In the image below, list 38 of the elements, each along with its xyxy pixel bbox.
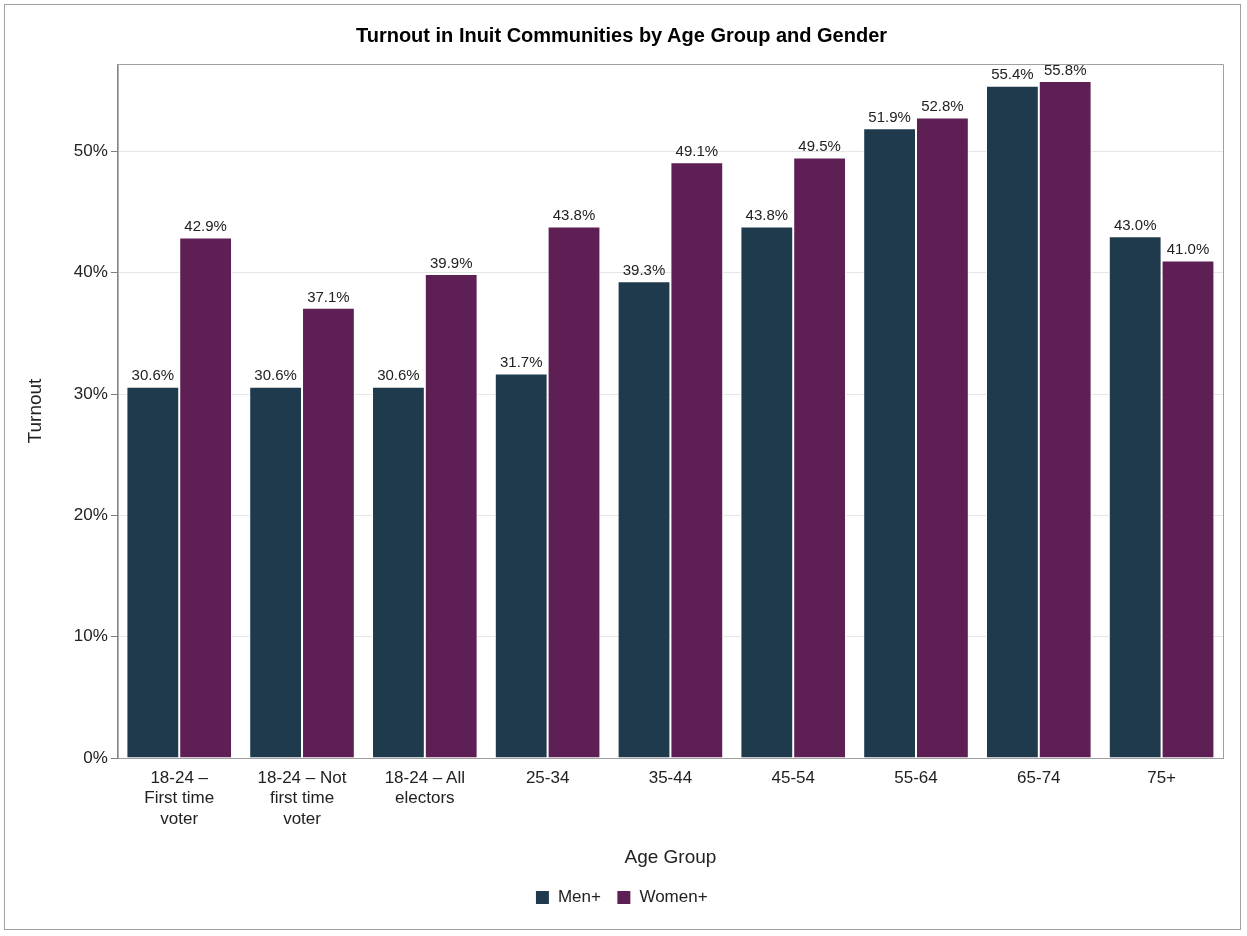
data-label: 30.6% (131, 366, 175, 384)
x-tick-label: 25-34 (525, 767, 570, 787)
y-tick-label: 30% (73, 383, 108, 403)
x-tick-label: 75+ (1147, 767, 1177, 787)
data-label: 30.6% (377, 366, 420, 384)
y-tick-label: 20% (73, 505, 108, 525)
x-tick-label: 18-24 – All electors (384, 767, 465, 808)
x-tick-label: 35-44 (648, 767, 693, 787)
x-tick-label: 55-64 (894, 767, 938, 787)
data-label: 43.0% (1113, 215, 1157, 233)
x-axis-title: Age Group (624, 845, 717, 867)
y-tick-label: 40% (73, 262, 108, 282)
data-label: 39.3% (622, 260, 666, 278)
data-label: 43.8% (745, 206, 789, 224)
y-tick-label: 0% (83, 747, 108, 767)
x-tick-label: 18-24 – First time voter (144, 767, 215, 828)
data-label: 55.4% (991, 65, 1034, 83)
data-label: 51.9% (868, 107, 911, 125)
y-axis-title: Turnout (23, 377, 45, 444)
data-label: 37.1% (307, 287, 350, 305)
data-label: 52.8% (921, 97, 964, 115)
y-tick-label: 10% (73, 626, 108, 646)
data-label: 41.0% (1166, 240, 1210, 258)
y-tick-label: 50% (73, 141, 108, 161)
data-label: 55.8% (1043, 60, 1087, 78)
chart-title: Turnout in Inuit Communities by Age Group and Gender (355, 23, 888, 46)
data-label: 43.8% (552, 206, 596, 224)
data-label: 42.9% (184, 217, 227, 235)
data-label: 39.9% (429, 253, 473, 271)
legend-label: Women+ (639, 887, 708, 907)
data-label: 49.1% (675, 141, 719, 159)
legend-label: Men+ (557, 887, 601, 907)
x-tick-label: 65-74 (1017, 767, 1061, 787)
data-label: 30.6% (254, 366, 297, 384)
x-tick-label: 18-24 – Not first time voter (257, 767, 347, 828)
data-label: 49.5% (798, 137, 841, 155)
data-label: 31.7% (499, 353, 543, 371)
x-tick-label: 45-54 (771, 767, 815, 787)
